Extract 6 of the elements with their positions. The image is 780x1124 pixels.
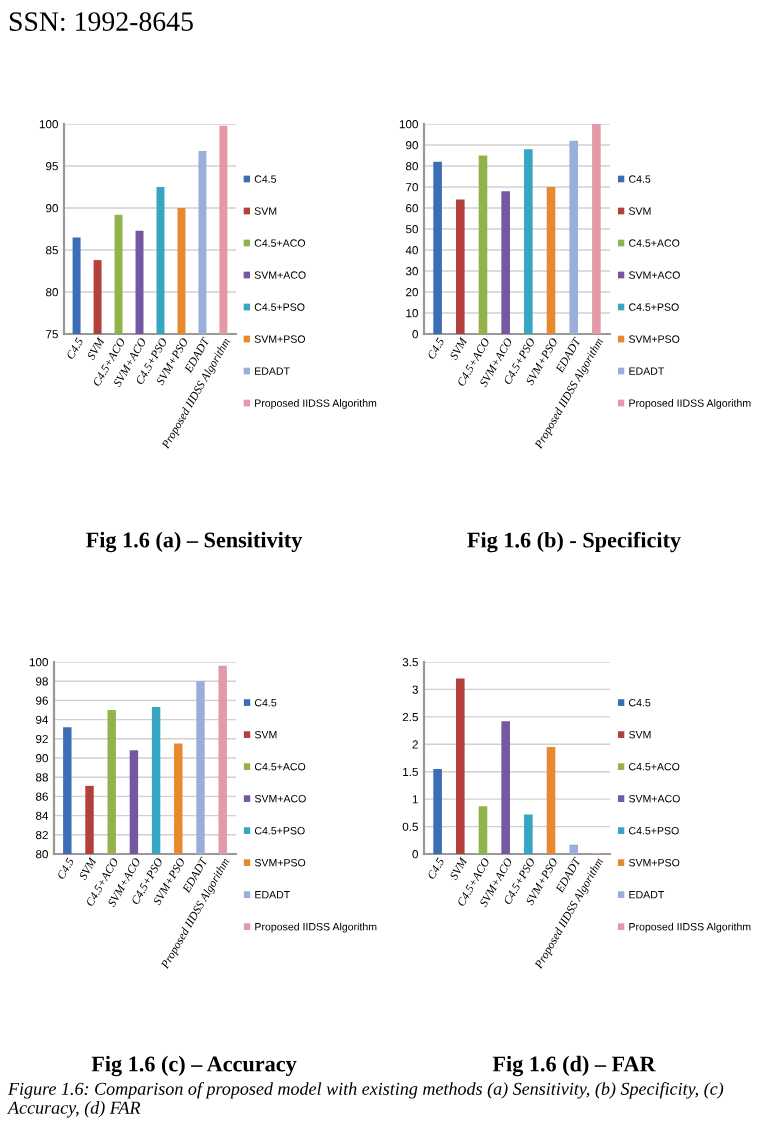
text: Fig 1.6 (c) – Accuracy: [91, 1055, 297, 1077]
text: Fig 1.6 (a) – Sensitivity: [86, 531, 303, 553]
text: Fig 1.6 (d) – FAR: [492, 1055, 656, 1077]
text: Fig 1.6 (b) - Specificity: [467, 531, 681, 553]
text: SSN: 1992-8645: [9, 12, 193, 32]
caption: Figure 1.6: Comparison of proposed model with existing methods (a) Sensitivity, (b) Specificity, (c) Accuracy, (d) FAR: [7, 1082, 724, 1118]
